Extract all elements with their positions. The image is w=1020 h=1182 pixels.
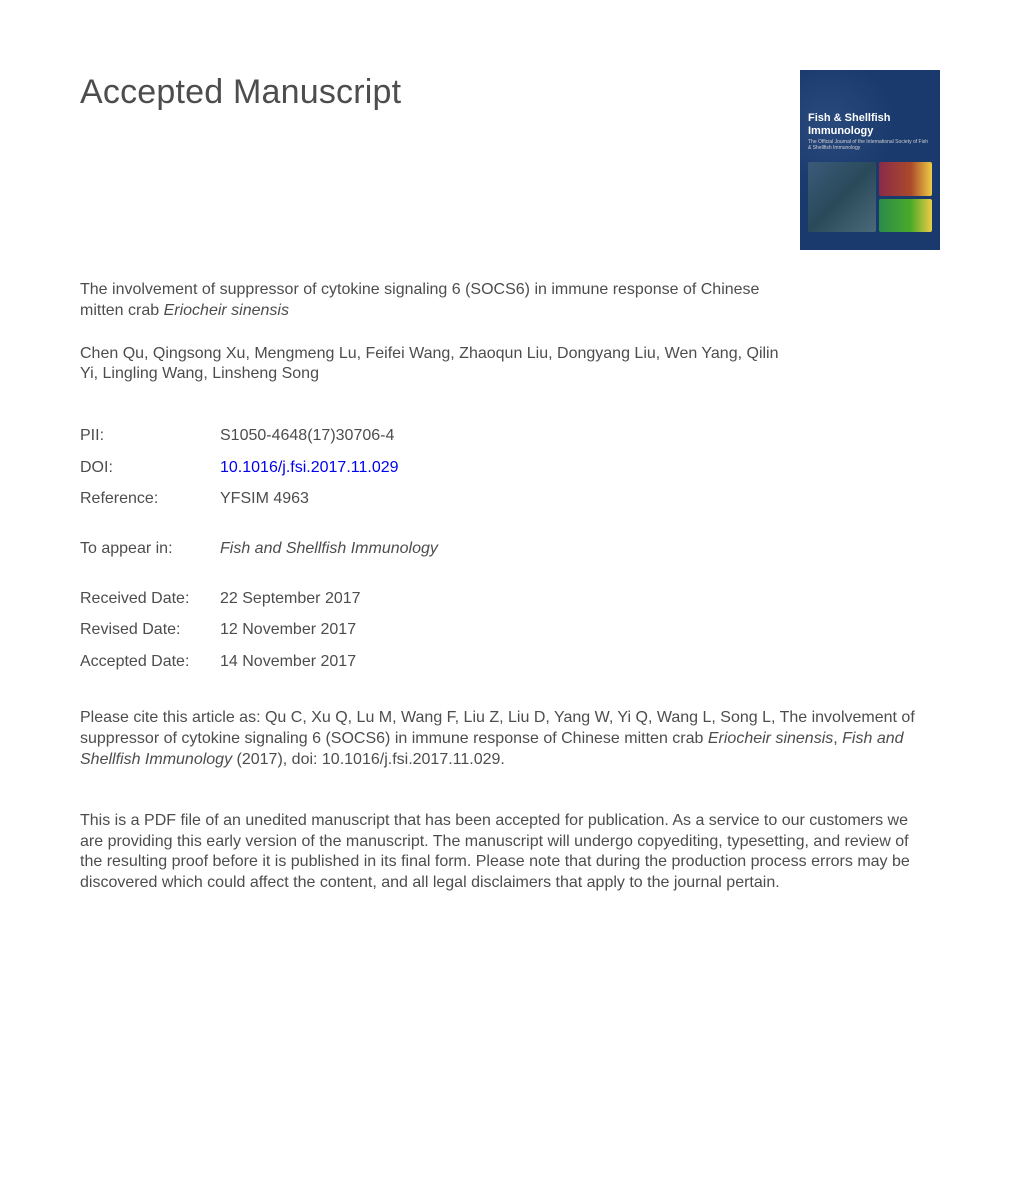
cover-image-right: [879, 162, 932, 232]
meta-value-pii: S1050-4648(17)30706-4: [220, 425, 394, 447]
meta-row-doi: DOI: 10.1016/j.fsi.2017.11.029: [80, 457, 940, 479]
cover-image-r2: [879, 199, 932, 233]
cover-subtitle: The Official Journal of the Internationa…: [808, 140, 932, 151]
meta-row-received: Received Date: 22 September 2017: [80, 588, 940, 610]
meta-label-reference: Reference:: [80, 488, 220, 510]
page-title: Accepted Manuscript: [80, 70, 401, 116]
meta-label-revised: Revised Date:: [80, 619, 220, 641]
meta-value-doi[interactable]: 10.1016/j.fsi.2017.11.029: [220, 457, 399, 479]
meta-row-pii: PII: S1050-4648(17)30706-4: [80, 425, 940, 447]
meta-value-accepted: 14 November 2017: [220, 651, 356, 673]
cover-image-area: [808, 162, 932, 232]
citation-block: Please cite this article as: Qu C, Xu Q,…: [80, 708, 920, 770]
meta-label-received: Received Date:: [80, 588, 220, 610]
citation-post: (2017), doi: 10.1016/j.fsi.2017.11.029.: [232, 751, 505, 768]
meta-value-received: 22 September 2017: [220, 588, 361, 610]
meta-row-reference: Reference: YFSIM 4963: [80, 488, 940, 510]
meta-row-appear: To appear in: Fish and Shellfish Immunol…: [80, 538, 940, 560]
article-title-italic: Eriocheir sinensis: [164, 302, 289, 319]
cover-image-r1: [879, 162, 932, 196]
article-title: The involvement of suppressor of cytokin…: [80, 280, 780, 322]
meta-value-reference: YFSIM 4963: [220, 488, 309, 510]
cover-image-left: [808, 162, 876, 232]
meta-label-pii: PII:: [80, 425, 220, 447]
citation-mid: ,: [833, 730, 842, 747]
metadata-table: PII: S1050-4648(17)30706-4 DOI: 10.1016/…: [80, 425, 940, 672]
meta-label-accepted: Accepted Date:: [80, 651, 220, 673]
journal-cover-thumbnail: Fish & Shellfish Immunology The Official…: [800, 70, 940, 250]
header-row: Accepted Manuscript Fish & Shellfish Imm…: [80, 70, 940, 250]
citation-italic-species: Eriocheir sinensis: [708, 730, 833, 747]
disclaimer-text: This is a PDF file of an unedited manusc…: [80, 811, 920, 894]
cover-journal-title: Fish & Shellfish Immunology: [808, 112, 932, 137]
meta-label-appear: To appear in:: [80, 538, 220, 560]
meta-value-revised: 12 November 2017: [220, 619, 356, 641]
meta-row-accepted: Accepted Date: 14 November 2017: [80, 651, 940, 673]
meta-label-doi: DOI:: [80, 457, 220, 479]
author-list: Chen Qu, Qingsong Xu, Mengmeng Lu, Feife…: [80, 344, 800, 386]
meta-value-appear: Fish and Shellfish Immunology: [220, 538, 438, 560]
meta-row-revised: Revised Date: 12 November 2017: [80, 619, 940, 641]
